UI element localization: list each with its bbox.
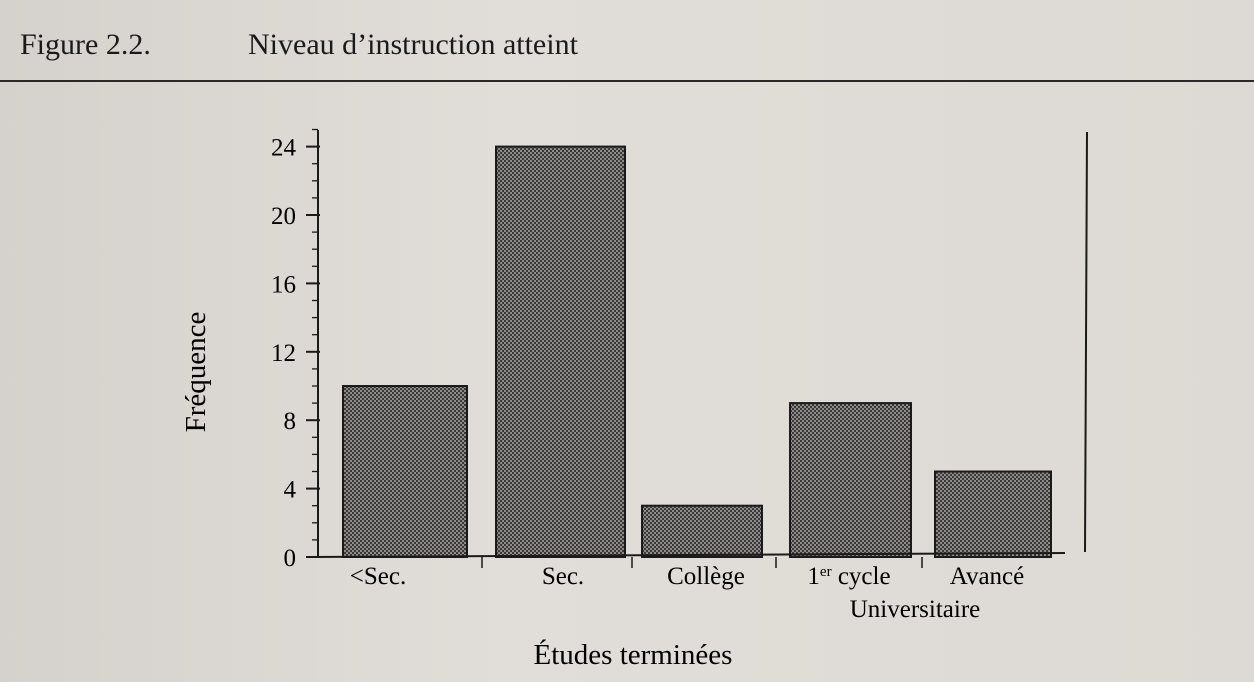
header-rule [0, 80, 1254, 82]
bar-2 [641, 504, 763, 559]
category-group-label: Universitaire [850, 596, 981, 623]
x-tick-label: 1er cycle [807, 563, 890, 590]
y-ticks-group: 0 4 8 12 16 20 24 [271, 128, 320, 572]
x-tick-label: Avancé [950, 563, 1025, 590]
figure-title: Niveau d’instruction atteint [248, 28, 578, 61]
figure-header: Figure 2.2. Niveau d’instruction atteint [20, 28, 578, 62]
x-tick-label: <Sec. [350, 563, 406, 590]
x-ticks-group: <Sec. Sec. Collège 1er cycle Avancé [350, 557, 1024, 590]
y-tick-label: 16 [271, 271, 296, 298]
bar-4 [934, 470, 1052, 558]
bar-0 [342, 385, 468, 558]
y-tick-label: 0 [284, 545, 297, 572]
figure-number: Figure 2.2. [20, 28, 151, 61]
bar-3 [789, 402, 912, 558]
y-tick-label: 12 [271, 340, 296, 367]
y-axis-title: Fréquence [180, 312, 212, 433]
right-frame-line [1084, 131, 1088, 553]
y-tick-label: 24 [271, 135, 297, 162]
bars-group [342, 145, 1052, 559]
y-tick-label: 8 [284, 408, 297, 435]
x-tick-label: Sec. [542, 563, 584, 590]
y-tick-label: 20 [271, 203, 296, 230]
x-tick-label: Collège [667, 563, 745, 590]
bar-1 [495, 145, 626, 558]
y-tick-label: 4 [284, 477, 297, 504]
x-axis-title: Études terminées [534, 638, 733, 671]
x-axis-line [307, 552, 1066, 558]
